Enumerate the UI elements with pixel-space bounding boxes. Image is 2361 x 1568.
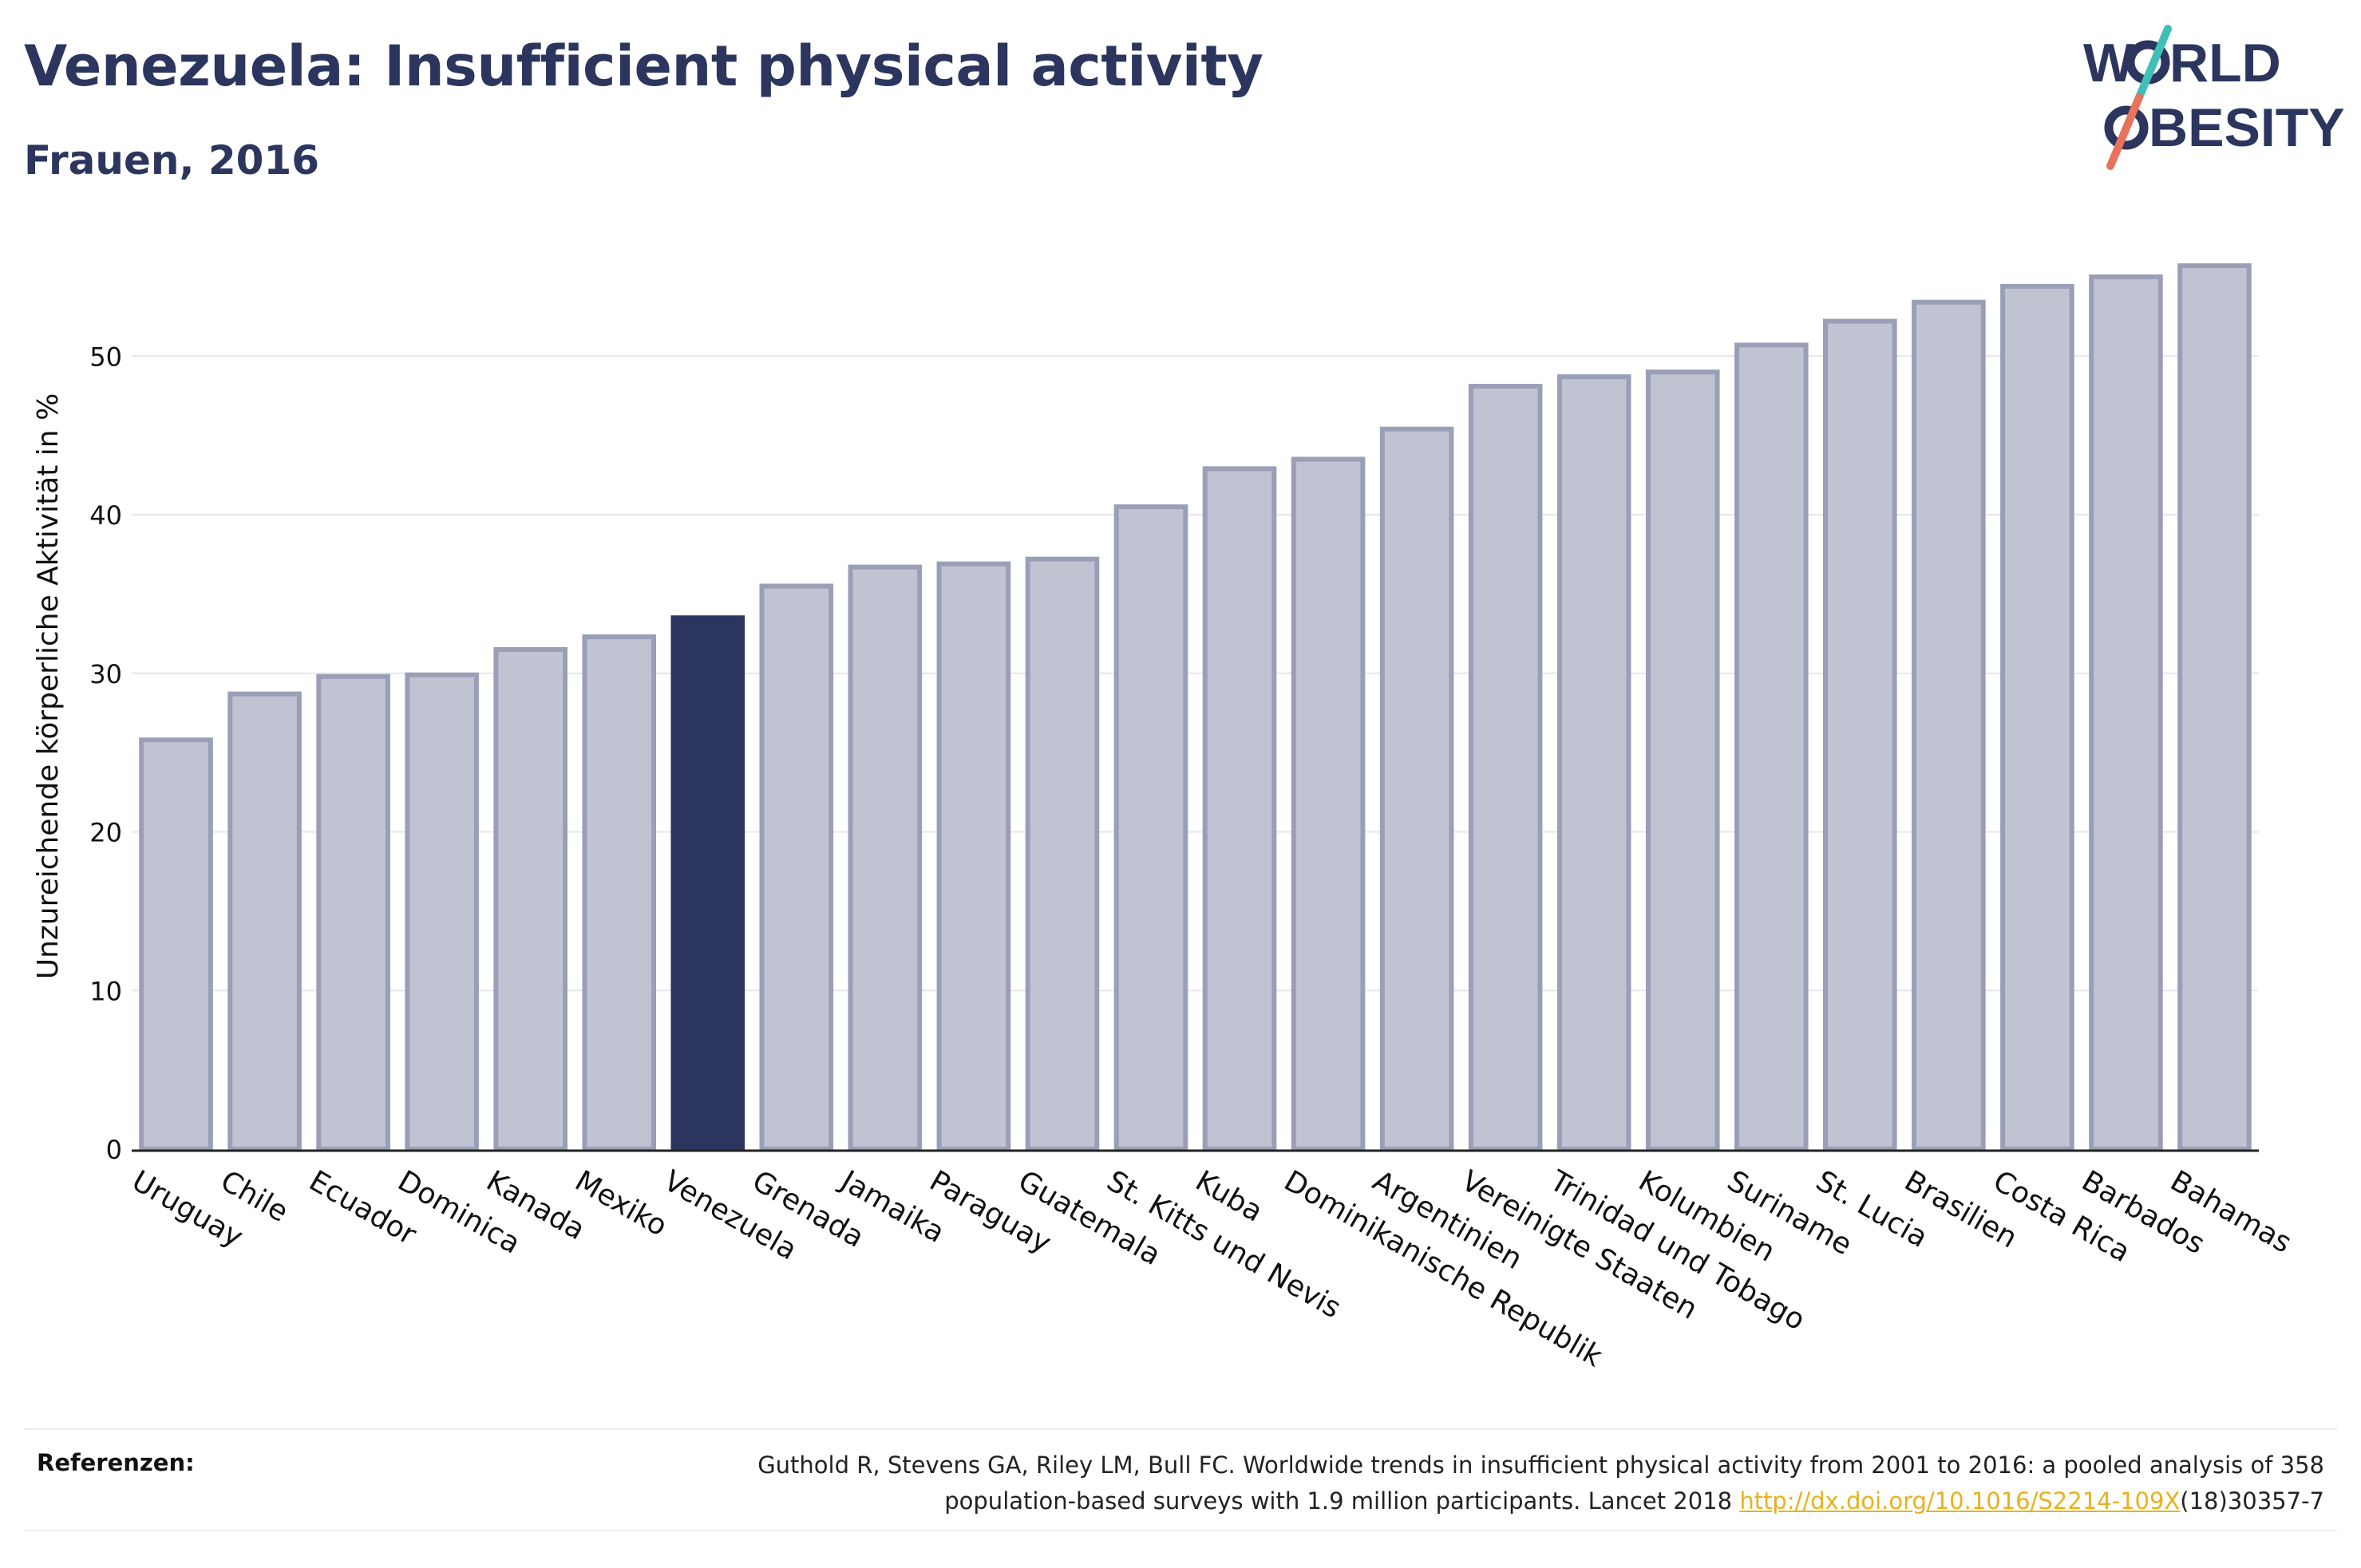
- logo-besity: BESITY: [2149, 97, 2345, 158]
- bar: [1291, 456, 1366, 1151]
- bar: [1202, 466, 1277, 1151]
- grid-lines: [132, 355, 2259, 992]
- bar: [493, 646, 568, 1151]
- bar: [2089, 274, 2163, 1152]
- bar: [1556, 374, 1631, 1151]
- y-tick-label: 10: [89, 976, 122, 1006]
- bar: [848, 564, 923, 1151]
- bar: [316, 673, 390, 1151]
- bar: [1113, 504, 1188, 1151]
- reference-line-2-end: (18)30357-7: [2180, 1487, 2324, 1515]
- bar: [405, 672, 479, 1151]
- y-tick-label: 30: [89, 659, 122, 689]
- bar: [582, 634, 657, 1151]
- references-text: Guthold R, Stevens GA, Riley LM, Bull FC…: [488, 1448, 2324, 1519]
- y-axis-label: Unzureichende körperliche Aktivität in %: [32, 393, 65, 980]
- bar: [1645, 369, 1720, 1152]
- bar: [1823, 318, 1897, 1151]
- reference-line-1: Guthold R, Stevens GA, Riley LM, Bull FC…: [757, 1451, 2324, 1479]
- bar: [1025, 556, 1100, 1151]
- chart-subtitle: Frauen, 2016: [24, 137, 320, 184]
- bar: [759, 583, 834, 1151]
- bar: [227, 691, 302, 1151]
- bar: [1912, 299, 1986, 1151]
- y-tick-label: 50: [89, 342, 122, 372]
- doi-link[interactable]: http://dx.doi.org/10.1016/S2214-109X: [1739, 1487, 2181, 1515]
- world-obesity-logo: W RLD BESITY: [2083, 25, 2345, 170]
- bar: [2000, 283, 2074, 1151]
- y-tick-label: 40: [89, 500, 122, 531]
- logo-slash-top: [2135, 25, 2172, 101]
- logo-slash-bottom: [2106, 93, 2143, 170]
- logo-rld: RLD: [2169, 33, 2281, 93]
- chart-title: Venezuela: Insufficient physical activit…: [24, 34, 1264, 99]
- y-axis-ticks: 0 10 20 30 40 50: [89, 342, 122, 1165]
- bars: [139, 263, 2252, 1152]
- x-tick-label: Mexiko: [569, 1164, 672, 1242]
- bar-highlighted: [670, 615, 745, 1151]
- bar: [1468, 384, 1543, 1152]
- references-box: Referenzen: Guthold R, Stevens GA, Riley…: [24, 1428, 2337, 1531]
- bar: [1379, 426, 1454, 1151]
- bar: [1734, 342, 1809, 1151]
- y-tick-label: 0: [106, 1135, 122, 1165]
- references-label: Referenzen:: [37, 1449, 195, 1476]
- logo-o-circle-2: [2104, 105, 2149, 150]
- reference-line-2: population-based surveys with 1.9 millio…: [944, 1487, 1740, 1515]
- bar: [2177, 263, 2252, 1151]
- bar: [139, 737, 213, 1151]
- y-tick-label: 20: [89, 818, 122, 848]
- bar: [936, 561, 1011, 1151]
